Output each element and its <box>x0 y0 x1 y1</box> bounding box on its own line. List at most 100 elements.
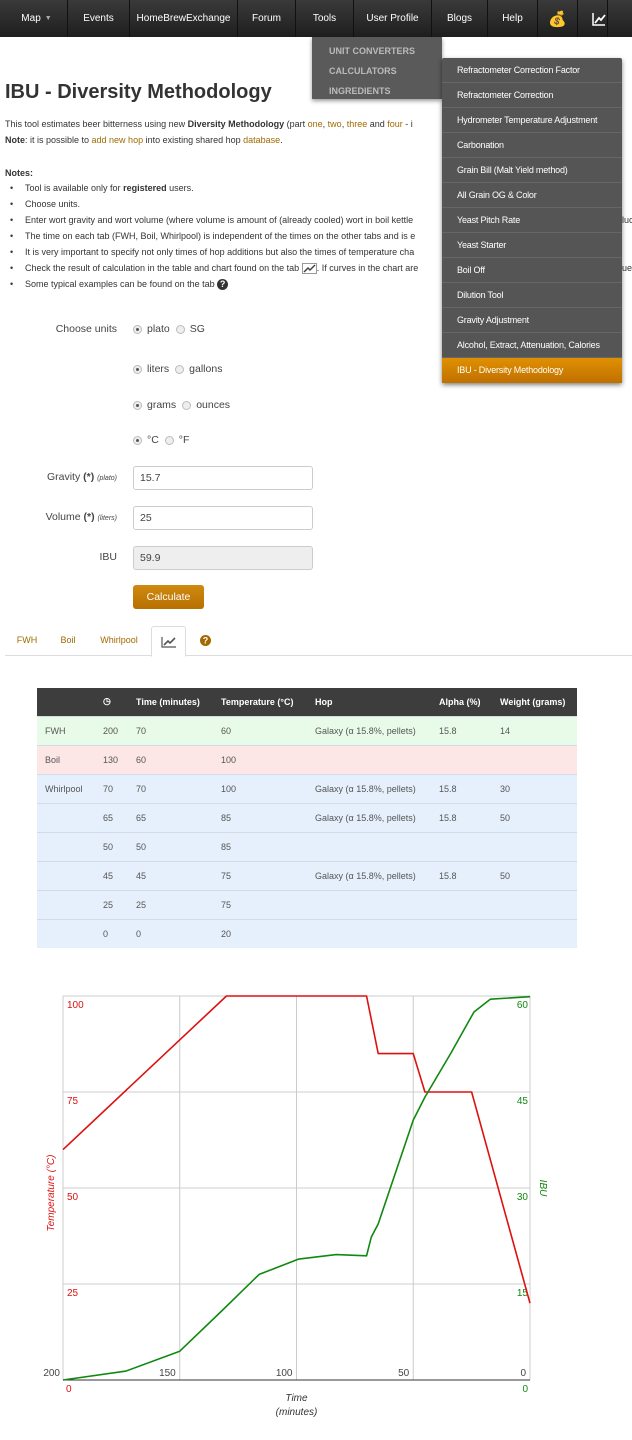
table-cell: 75 <box>213 860 307 890</box>
note-item: Check the result of calculation in the t… <box>10 263 418 275</box>
link-part-two[interactable]: two <box>327 119 342 129</box>
note-overflow-text: ues <box>622 263 632 273</box>
calculator-menu-item[interactable]: Yeast Pitch Rate <box>442 208 622 233</box>
database-link[interactable]: database <box>243 135 281 145</box>
required-mark: (*) <box>83 511 95 523</box>
tab-help[interactable]: ? <box>193 626 217 656</box>
tab-chart[interactable] <box>151 626 186 657</box>
nav-user-profile[interactable]: User Profile <box>354 0 432 37</box>
table-cell: 100 <box>213 744 307 774</box>
radio-button[interactable] <box>133 364 142 374</box>
calculator-menu-item[interactable]: All Grain OG & Color <box>442 183 622 208</box>
calculator-menu-item[interactable]: Refractometer Correction <box>442 83 622 108</box>
unit-radio-ounces[interactable]: ounces <box>182 399 230 411</box>
calculator-menu-item[interactable]: Hydrometer Temperature Adjustment <box>442 108 622 133</box>
tools-menu-item[interactable]: INGREDIENTS <box>329 86 391 96</box>
money-bag-icon[interactable]: 💰 <box>538 0 578 37</box>
x-tick-label: 100 <box>276 1368 293 1379</box>
note-text: It is very important to specify not only… <box>25 247 415 257</box>
units-radio-group: liters gallons <box>133 363 228 377</box>
calculator-menu-item[interactable]: Yeast Starter <box>442 233 622 258</box>
calculate-button[interactable]: Calculate <box>133 585 204 609</box>
table-cell <box>492 831 577 861</box>
ibu-output <box>133 546 313 570</box>
volume-unit: (liters) <box>97 515 117 522</box>
unit-radio-deg-F[interactable]: °F <box>164 434 189 446</box>
radio-button[interactable] <box>175 364 185 374</box>
ibu-line <box>62 995 531 1381</box>
chart-line-icon[interactable] <box>578 0 608 37</box>
tools-menu-item[interactable]: UNIT CONVERTERS <box>329 46 416 56</box>
unit-radio-plato[interactable]: plato <box>133 323 170 335</box>
link-part-four[interactable]: four <box>387 119 403 129</box>
x-axis-title: Time <box>285 1393 308 1404</box>
table-cell: 100 <box>213 773 307 803</box>
column-header: Alpha (%) <box>431 688 492 716</box>
nav-label: Tools <box>312 13 337 24</box>
radio-label: liters <box>147 363 170 375</box>
table-cell: 65 <box>128 802 213 832</box>
nav-tools[interactable]: Tools <box>296 0 354 37</box>
unit-radio-gallons[interactable]: gallons <box>175 363 222 375</box>
calculator-menu-item[interactable]: Dilution Tool <box>442 283 622 308</box>
unit-radio-grams[interactable]: grams <box>133 399 176 411</box>
add-new-hop-link[interactable]: add new hop <box>91 135 144 145</box>
nav-forum[interactable]: Forum <box>238 0 296 37</box>
table-cell: 20 <box>213 918 307 948</box>
unit-radio-deg-C[interactable]: °C <box>133 434 159 446</box>
calculator-menu-item[interactable]: Gravity Adjustment <box>442 308 622 333</box>
note-text: Enter wort gravity and wort volume (wher… <box>25 215 414 225</box>
link-part-one[interactable]: one <box>307 119 323 129</box>
y-right-tick-label: 30 <box>517 1192 529 1203</box>
calculator-menu-item[interactable]: Boil Off <box>442 258 622 283</box>
volume-input[interactable] <box>133 506 313 530</box>
volume-label: Volume (*) (liters) <box>0 511 117 523</box>
radio-button[interactable] <box>164 435 174 445</box>
column-header: Temperature (°C) <box>213 688 307 716</box>
radio-button[interactable] <box>133 324 142 334</box>
unit-radio-SG[interactable]: SG <box>175 323 205 335</box>
calculator-menu-item[interactable]: Carbonation <box>442 133 622 158</box>
intro-text: This tool estimates beer bitterness usin… <box>5 119 413 129</box>
table-row: Whirlpool 70 70 100 Galaxy (α 15.8%, pellets… <box>37 773 577 803</box>
question-circle-icon: ? <box>217 279 229 291</box>
table-cell: 45 <box>128 860 213 890</box>
tools-menu-item[interactable]: CALCULATORS <box>329 66 397 76</box>
gravity-input[interactable] <box>133 466 313 490</box>
nav-help[interactable]: Help <box>488 0 538 37</box>
top-nav: Map ▼ Events HomeBrewExchange Forum Tools User… <box>0 0 632 37</box>
nav-label: User Profile <box>366 13 419 24</box>
tab-whirlpool[interactable]: Whirlpool <box>100 635 138 645</box>
table-cell <box>37 889 95 919</box>
calculator-menu-item[interactable]: Alcohol, Extract, Attenuation, Calories <box>442 333 622 358</box>
nav-label: Map <box>21 13 41 24</box>
volume-text: Volume <box>45 511 81 523</box>
table-cell: 25 <box>95 889 128 919</box>
tab-fwh[interactable]: FWH <box>16 635 38 645</box>
calculator-menu-item[interactable]: Grain Bill (Malt Yield method) <box>442 158 622 183</box>
table-cell <box>431 889 492 919</box>
table-cell: FWH <box>37 715 95 745</box>
link-part-three[interactable]: three <box>346 119 368 129</box>
radio-button[interactable] <box>133 400 142 410</box>
tab-boil[interactable]: Boil <box>60 635 76 645</box>
table-cell: 15.8 <box>431 773 492 803</box>
table-cell: 15.8 <box>431 715 492 745</box>
y-left-tick-label: 25 <box>67 1288 79 1299</box>
choose-units-label: Choose units <box>55 323 117 335</box>
radio-button[interactable] <box>182 400 192 410</box>
note-text: Note: it is possible to add new hop into… <box>5 135 283 145</box>
radio-button[interactable] <box>133 435 142 445</box>
calculator-menu-item[interactable]: IBU - Diversity Methodology <box>442 358 622 383</box>
y-left-tick-label: 100 <box>67 1000 84 1011</box>
calculator-menu-item[interactable]: Refractometer Correction Factor <box>442 58 622 83</box>
radio-button[interactable] <box>175 324 185 334</box>
table-cell: 30 <box>492 773 577 803</box>
nav-homebrewexchange[interactable]: HomeBrewExchange <box>130 0 238 37</box>
nav-events[interactable]: Events <box>68 0 130 37</box>
nav-map[interactable]: Map ▼ <box>6 0 68 37</box>
unit-radio-liters[interactable]: liters <box>133 363 169 375</box>
radio-label: grams <box>147 399 177 411</box>
nav-blogs[interactable]: Blogs <box>432 0 488 37</box>
table-cell <box>307 831 431 861</box>
